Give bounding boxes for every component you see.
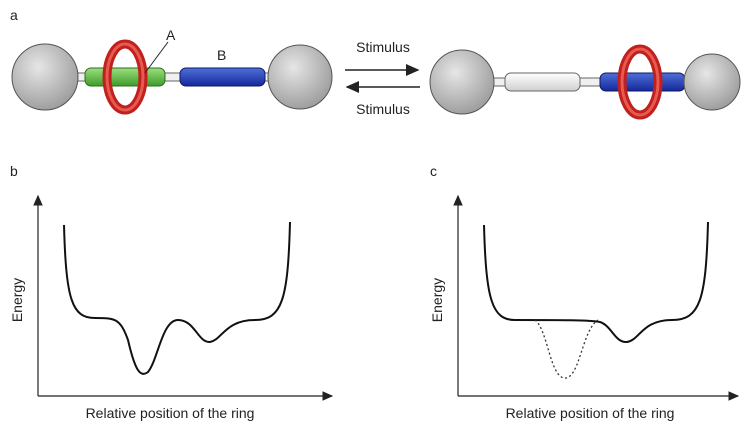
y-axis-label: Energy [429, 278, 445, 322]
panel-label: a [10, 7, 18, 23]
rotaxane-left [11, 39, 333, 115]
energy-curve [63, 221, 291, 375]
stimulus-label: Stimulus [356, 39, 410, 55]
panel-label: b [10, 163, 18, 179]
stimulus-label: Stimulus [356, 101, 410, 117]
x-axis-label: Relative position of the ring [506, 405, 675, 421]
energy-curve-dotted [534, 319, 599, 379]
component-label: A [166, 27, 176, 43]
x-axis-label: Relative position of the ring [86, 405, 255, 421]
component-label: B [217, 47, 226, 63]
y-axis-label: Energy [9, 278, 25, 322]
panel-label: c [430, 163, 437, 179]
energy-curve [483, 221, 709, 343]
rotaxane-right [429, 44, 741, 120]
